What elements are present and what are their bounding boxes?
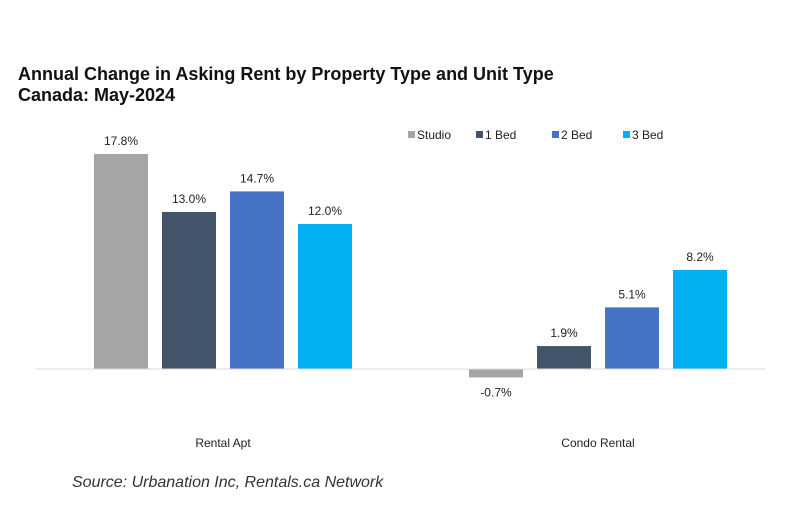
data-label-rental-apt-1-bed: 13.0% xyxy=(172,192,206,206)
legend-swatch-1-bed xyxy=(476,131,483,138)
data-label-condo-rental-2-bed: 5.1% xyxy=(618,287,646,301)
bar-rental-apt-2-bed xyxy=(230,191,284,369)
source-note: Source: Urbanation Inc, Rentals.ca Netwo… xyxy=(72,474,384,491)
category-label-rental-apt: Rental Apt xyxy=(195,436,251,450)
category-labels: Rental Apt Condo Rental xyxy=(195,436,634,450)
category-label-condo-rental: Condo Rental xyxy=(561,436,634,450)
data-label-rental-apt-2-bed: 14.7% xyxy=(240,171,274,185)
legend: Studio 1 Bed 2 Bed 3 Bed xyxy=(408,128,663,142)
chart-subtitle: Canada: May-2024 xyxy=(18,85,175,105)
bar-condo-rental-3-bed xyxy=(673,269,727,369)
bar-condo-rental-1-bed xyxy=(537,346,591,369)
data-label-condo-rental-3-bed: 8.2% xyxy=(686,250,714,264)
data-label-condo-rental-1-bed: 1.9% xyxy=(550,326,578,340)
legend-label-1-bed: 1 Bed xyxy=(485,128,516,142)
legend-swatch-3-bed xyxy=(623,131,630,138)
bar-rental-apt-studio xyxy=(94,153,148,369)
chart-title: Annual Change in Asking Rent by Property… xyxy=(18,64,554,84)
legend-swatch-2-bed xyxy=(552,131,559,138)
legend-label-3-bed: 3 Bed xyxy=(632,128,663,142)
data-label-rental-apt-3-bed: 12.0% xyxy=(308,204,342,218)
data-label-rental-apt-studio: 17.8% xyxy=(104,134,138,148)
bar-rental-apt-1-bed xyxy=(162,211,216,369)
bar-condo-rental-2-bed xyxy=(605,307,659,369)
bar-condo-rental-studio xyxy=(469,369,523,378)
legend-swatch-studio xyxy=(408,131,415,138)
legend-label-studio: Studio xyxy=(417,128,451,142)
legend-label-2-bed: 2 Bed xyxy=(561,128,592,142)
bars-group: 17.8% 13.0% 14.7% 12.0% -0.7% 1.9% 5.1% 8.2% xyxy=(94,134,727,399)
data-label-condo-rental-studio: -0.7% xyxy=(480,385,512,399)
bar-rental-apt-3-bed xyxy=(298,224,352,369)
